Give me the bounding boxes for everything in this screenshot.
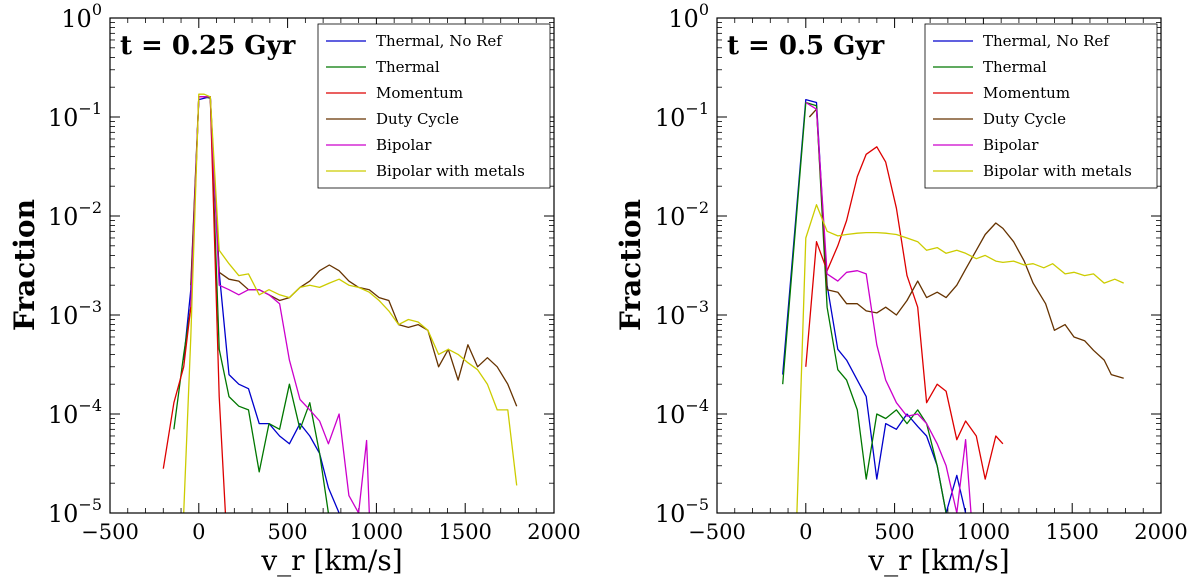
chart-panel-left: Fraction v_r [km/s] 10−5 10−4 10−3 10−2 10−1… bbox=[8, 0, 581, 577]
series-line bbox=[190, 96, 518, 407]
x-tick-label: 1000 bbox=[957, 520, 1010, 544]
y-ticks: 10−5 10−4 10−3 10−2 10−1 100 bbox=[48, 0, 554, 528]
legend-label: Bipolar with metals bbox=[983, 162, 1132, 180]
legend-label: Duty Cycle bbox=[983, 110, 1066, 128]
y-axis-label: Fraction bbox=[8, 199, 41, 331]
x-tick-label: 1000 bbox=[350, 520, 403, 544]
x-tick-label: 0 bbox=[192, 520, 205, 544]
y-tick-label: 10−1 bbox=[655, 99, 709, 132]
y-tick-label: 10−4 bbox=[655, 396, 709, 429]
series-line bbox=[808, 108, 1124, 379]
y-tick-label: 10−3 bbox=[48, 297, 102, 330]
time-annotation: t = 0.25 Gyr bbox=[120, 31, 296, 61]
legend-label: Bipolar bbox=[983, 136, 1039, 154]
x-ticks: −500 0 500 1000 1500 2000 bbox=[81, 18, 581, 544]
legend: Thermal, No Ref Thermal Momentum Duty Cycle… bbox=[924, 23, 1158, 189]
chart-panel-right: Fraction v_r [km/s] 10−5 10−4 10−3 10−2 10−1… bbox=[614, 0, 1188, 577]
series-line bbox=[782, 101, 947, 513]
legend-box bbox=[924, 23, 1158, 189]
y-tick-label: 10−5 bbox=[48, 495, 102, 528]
time-annotation: t = 0.5 Gyr bbox=[727, 31, 884, 61]
plot-frame bbox=[716, 17, 1162, 514]
legend-label: Thermal, No Ref bbox=[376, 32, 503, 50]
legend-label: Momentum bbox=[983, 84, 1070, 102]
x-tick-label: 0 bbox=[799, 520, 812, 544]
legend-label: Bipolar with metals bbox=[376, 162, 525, 180]
y-tick-label: 10−1 bbox=[48, 99, 102, 132]
y-tick-label: 10−2 bbox=[48, 198, 102, 231]
legend-label: Duty Cycle bbox=[376, 110, 459, 128]
x-tick-label: 2000 bbox=[527, 520, 580, 544]
legend-label: Thermal bbox=[983, 58, 1047, 76]
y-tick-label: 10−5 bbox=[655, 495, 709, 528]
x-tick-label: −500 bbox=[81, 520, 139, 544]
y-tick-label: 100 bbox=[61, 0, 102, 33]
x-axis-label: v_r [km/s] bbox=[867, 544, 1009, 577]
y-ticks: 10−5 10−4 10−3 10−2 10−1 100 bbox=[655, 0, 1161, 528]
x-ticks: −500 0 500 1000 1500 2000 bbox=[688, 18, 1188, 544]
legend-label: Thermal bbox=[376, 58, 440, 76]
y-tick-label: 100 bbox=[668, 0, 709, 33]
legend-box bbox=[317, 23, 551, 189]
plot-frame bbox=[109, 17, 555, 514]
series-line bbox=[805, 101, 972, 513]
plot-lines bbox=[782, 98, 1124, 513]
series-line bbox=[190, 96, 370, 513]
x-axis-label: v_r [km/s] bbox=[260, 544, 402, 577]
legend: Thermal, No Ref Thermal Momentum Duty Cycle… bbox=[317, 23, 551, 189]
x-tick-label: 500 bbox=[268, 520, 308, 544]
x-tick-label: 500 bbox=[875, 520, 915, 544]
series-line bbox=[183, 93, 518, 513]
series-line bbox=[796, 204, 1124, 513]
legend-label: Momentum bbox=[376, 84, 463, 102]
x-tick-label: −500 bbox=[688, 520, 746, 544]
y-tick-label: 10−3 bbox=[655, 297, 709, 330]
legend-label: Thermal, No Ref bbox=[983, 32, 1110, 50]
x-tick-label: 2000 bbox=[1134, 520, 1187, 544]
series-line bbox=[162, 96, 227, 513]
x-tick-label: 1500 bbox=[438, 520, 491, 544]
y-axis-label: Fraction bbox=[614, 199, 647, 331]
y-tick-label: 10−4 bbox=[48, 396, 102, 429]
y-tick-label: 10−2 bbox=[655, 198, 709, 231]
series-line bbox=[805, 146, 1004, 480]
series-line bbox=[183, 96, 340, 513]
x-tick-label: 1500 bbox=[1045, 520, 1098, 544]
plot-lines bbox=[162, 93, 518, 513]
legend-label: Bipolar bbox=[376, 136, 432, 154]
